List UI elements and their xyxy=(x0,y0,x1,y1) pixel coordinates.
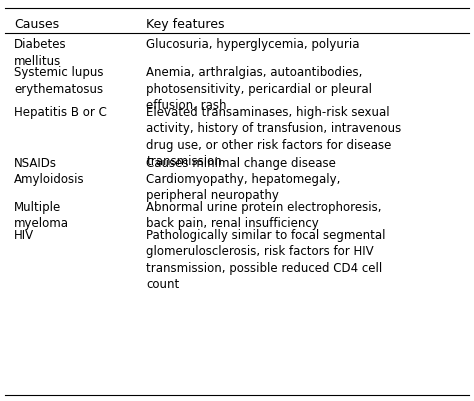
Text: Systemic lupus
erythematosus: Systemic lupus erythematosus xyxy=(14,66,103,95)
Text: Causes: Causes xyxy=(14,18,59,31)
Text: Anemia, arthralgias, autoantibodies,
photosensitivity, pericardial or pleural
ef: Anemia, arthralgias, autoantibodies, pho… xyxy=(146,66,373,112)
Text: Amyloidosis: Amyloidosis xyxy=(14,173,85,186)
Text: Hepatitis B or C: Hepatitis B or C xyxy=(14,105,107,119)
Text: NSAIDs: NSAIDs xyxy=(14,157,57,170)
Text: Causes minimal change disease: Causes minimal change disease xyxy=(146,157,336,170)
Text: HIV: HIV xyxy=(14,229,34,242)
Text: Abnormal urine protein electrophoresis,
back pain, renal insufficiency: Abnormal urine protein electrophoresis, … xyxy=(146,201,382,231)
Text: Key features: Key features xyxy=(146,18,225,31)
Text: Elevated transaminases, high-risk sexual
activity, history of transfusion, intra: Elevated transaminases, high-risk sexual… xyxy=(146,105,401,168)
Text: Multiple
myeloma: Multiple myeloma xyxy=(14,201,69,231)
Text: Pathologically similar to focal segmental
glomerulosclerosis, risk factors for H: Pathologically similar to focal segmenta… xyxy=(146,229,386,291)
Text: Cardiomyopathy, hepatomegaly,
peripheral neuropathy: Cardiomyopathy, hepatomegaly, peripheral… xyxy=(146,173,341,203)
Text: Diabetes
mellitus: Diabetes mellitus xyxy=(14,38,67,68)
Text: Glucosuria, hyperglycemia, polyuria: Glucosuria, hyperglycemia, polyuria xyxy=(146,38,360,51)
